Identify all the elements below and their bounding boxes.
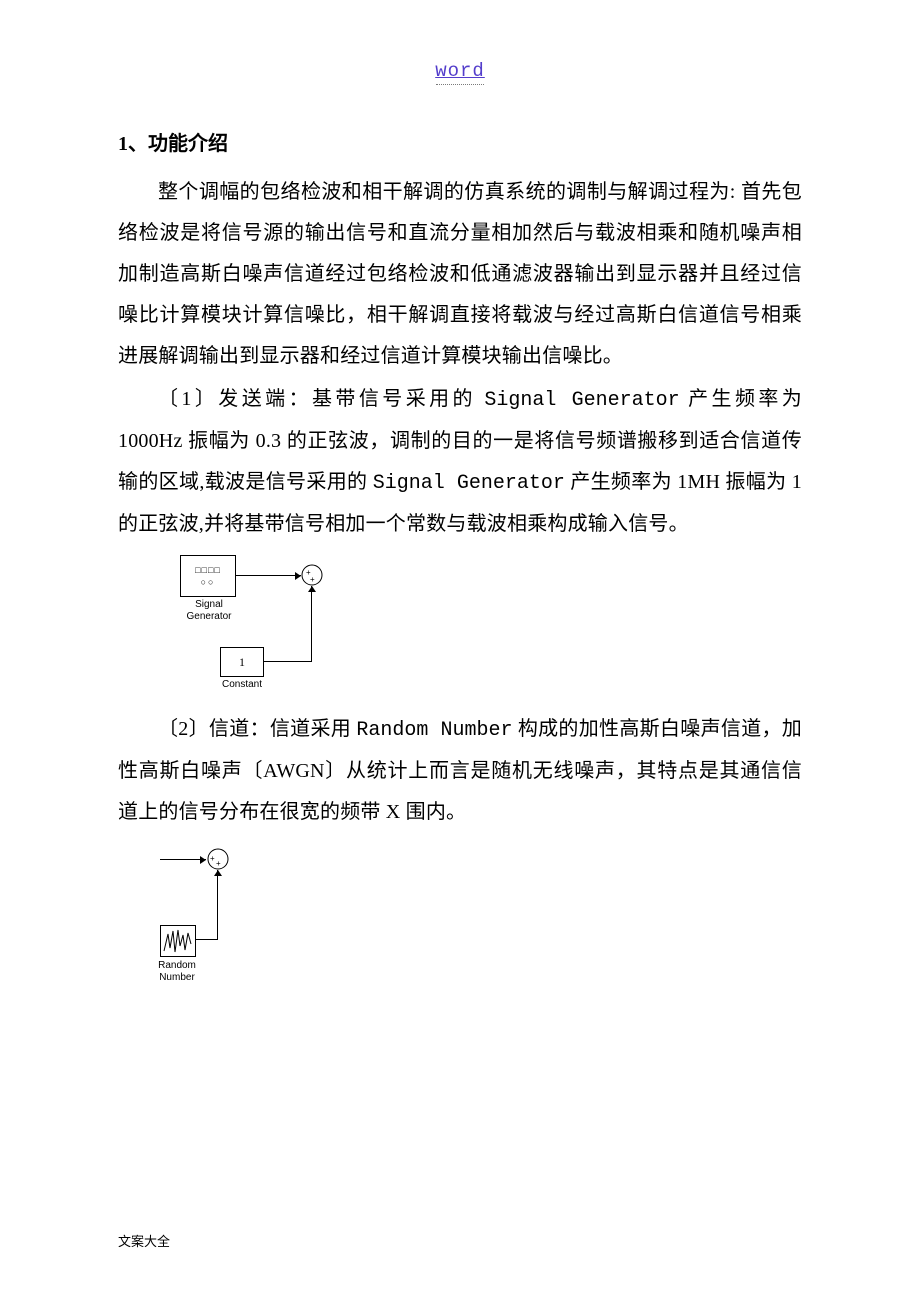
footer-label: 文案大全 [118, 1231, 170, 1250]
wire-const-h [264, 661, 312, 662]
wire-random-h [194, 939, 218, 940]
p2-signal-generator-2: Signal Generator [373, 472, 565, 495]
p3-pre: 〔2〕信道：信道采用 [158, 718, 356, 740]
document-page: word 1、功能介绍 整个调幅的包络检波和相干解调的仿真系统的调制与解调过程为… [0, 0, 920, 1302]
header-underline [436, 84, 484, 85]
wire-const-v [311, 586, 312, 662]
arrow-const-to-sum-icon [308, 586, 316, 592]
wire-random-v [217, 870, 218, 940]
sg-glyph-row2: ○○ [201, 578, 216, 587]
paragraph-transmitter: 〔1〕发送端：基带信号采用的 Signal Generator 产生频率为 10… [118, 379, 802, 545]
signal-generator-block: □□□□ ○○ [180, 555, 236, 597]
sum-block-2: + + [207, 848, 229, 870]
arrow-random-up-icon [214, 870, 222, 876]
header-word-label: word [118, 60, 802, 82]
random-number-label: Random Number [150, 960, 204, 983]
constant-block: 1 [220, 647, 264, 677]
signal-generator-label: Signal Generator [174, 599, 244, 622]
paragraph-channel: 〔2〕信道：信道采用 Random Number 构成的加性高斯白噪声信道，加性… [118, 709, 802, 833]
constant-label: Constant [212, 679, 272, 690]
diagram-channel: + + Random Number [160, 845, 340, 995]
section-1-heading: 1、功能介绍 [118, 127, 802, 156]
svg-text:+: + [210, 854, 215, 863]
random-number-block [160, 925, 196, 957]
sum-block-1: + + [301, 564, 323, 586]
paragraph-intro: 整个调幅的包络检波和相干解调的仿真系统的调制与解调过程为: 首先包络检波是将信号… [118, 172, 802, 377]
arrow-input-icon [200, 856, 206, 864]
svg-text:+: + [310, 575, 315, 584]
p2-pre: 〔1〕发送端：基带信号采用的 [158, 388, 484, 410]
wire-sg-to-sum [236, 575, 301, 576]
p3-random-number: Random Number [356, 719, 512, 742]
svg-text:+: + [216, 859, 221, 868]
p2-signal-generator-1: Signal Generator [484, 389, 679, 412]
diagram-transmitter: □□□□ ○○ Signal Generator + + 1 Constant [180, 555, 380, 695]
sg-glyph-row1: □□□□ [195, 566, 221, 575]
constant-value: 1 [239, 655, 245, 670]
